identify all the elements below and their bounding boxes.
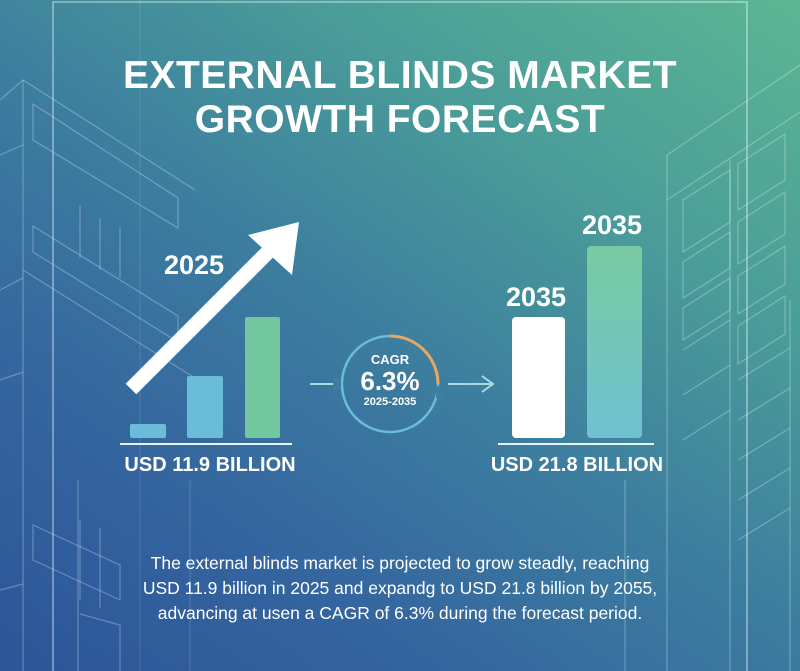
description-line-3: advancing at usen a CAGR of 6.3% during … <box>157 603 643 623</box>
right-bar-1 <box>512 317 565 438</box>
page-title: EXTERNAL BLINDS MARKET GROWTH FORECAST <box>0 54 800 142</box>
right-arrow-icon <box>448 375 495 393</box>
left-bar-3 <box>245 317 280 438</box>
cagr-label: CAGR <box>370 352 410 367</box>
title-line-2: GROWTH FORECAST <box>194 98 606 141</box>
cagr-value: 6.3% <box>360 366 420 396</box>
right-bar-2 <box>587 246 642 438</box>
title-line-1: EXTERNAL BLINDS MARKET <box>122 54 678 97</box>
left-bar-1 <box>130 424 166 438</box>
description-text: The external blinds market is projected … <box>100 551 700 626</box>
right-value-label: USD 21.8 BILLION <box>490 454 664 476</box>
left-value-label: USD 11.9 BILLION <box>124 454 296 476</box>
left-bar-group <box>120 317 292 445</box>
left-year-label: 2025 <box>164 250 225 280</box>
left-bar-2 <box>187 376 223 438</box>
cagr-badge: CAGR 6.3% 2025-2035 <box>340 352 440 409</box>
right-year-label-1: 2035 <box>506 282 567 312</box>
cagr-ring <box>333 334 444 434</box>
growth-arrow-icon <box>125 222 299 395</box>
description-line-1: The external blinds market is projected … <box>150 553 650 573</box>
description-line-2: USD 11.9 billion in 2025 and expandg to … <box>142 578 658 598</box>
right-bar-group <box>498 246 654 445</box>
right-year-label-2: 2035 <box>582 210 643 240</box>
cagr-range: 2025-2035 <box>363 396 417 408</box>
